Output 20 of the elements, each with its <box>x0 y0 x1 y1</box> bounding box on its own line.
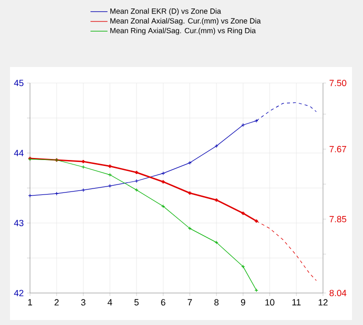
y2-tick-label: 7.85 <box>330 216 346 222</box>
x-tick-label: 3 <box>81 299 86 306</box>
y-tick-label: 44 <box>14 150 24 156</box>
x-tick-label: 11 <box>292 299 301 306</box>
x-tick-label: 8 <box>214 299 219 306</box>
x-tick-label: 1 <box>28 299 32 306</box>
x-tick-label: 2 <box>54 299 59 306</box>
y-tick-label: 42 <box>14 290 24 296</box>
y2-tick-label: 8.04 <box>330 290 346 296</box>
x-tick-label: 5 <box>134 299 139 306</box>
x-tick-label: 10 <box>265 299 274 306</box>
x-tick-label: 12 <box>318 299 328 306</box>
x-tick-label: 6 <box>161 299 166 306</box>
y-tick-label: 43 <box>14 220 24 226</box>
x-tick-label: 7 <box>188 299 192 306</box>
y2-tick-label: 7.50 <box>330 80 346 86</box>
y-tick-label: 45 <box>14 80 24 86</box>
x-tick-label: 9 <box>241 299 246 306</box>
y2-tick-label: 7.67 <box>330 146 346 152</box>
x-tick-label: 4 <box>108 299 112 306</box>
